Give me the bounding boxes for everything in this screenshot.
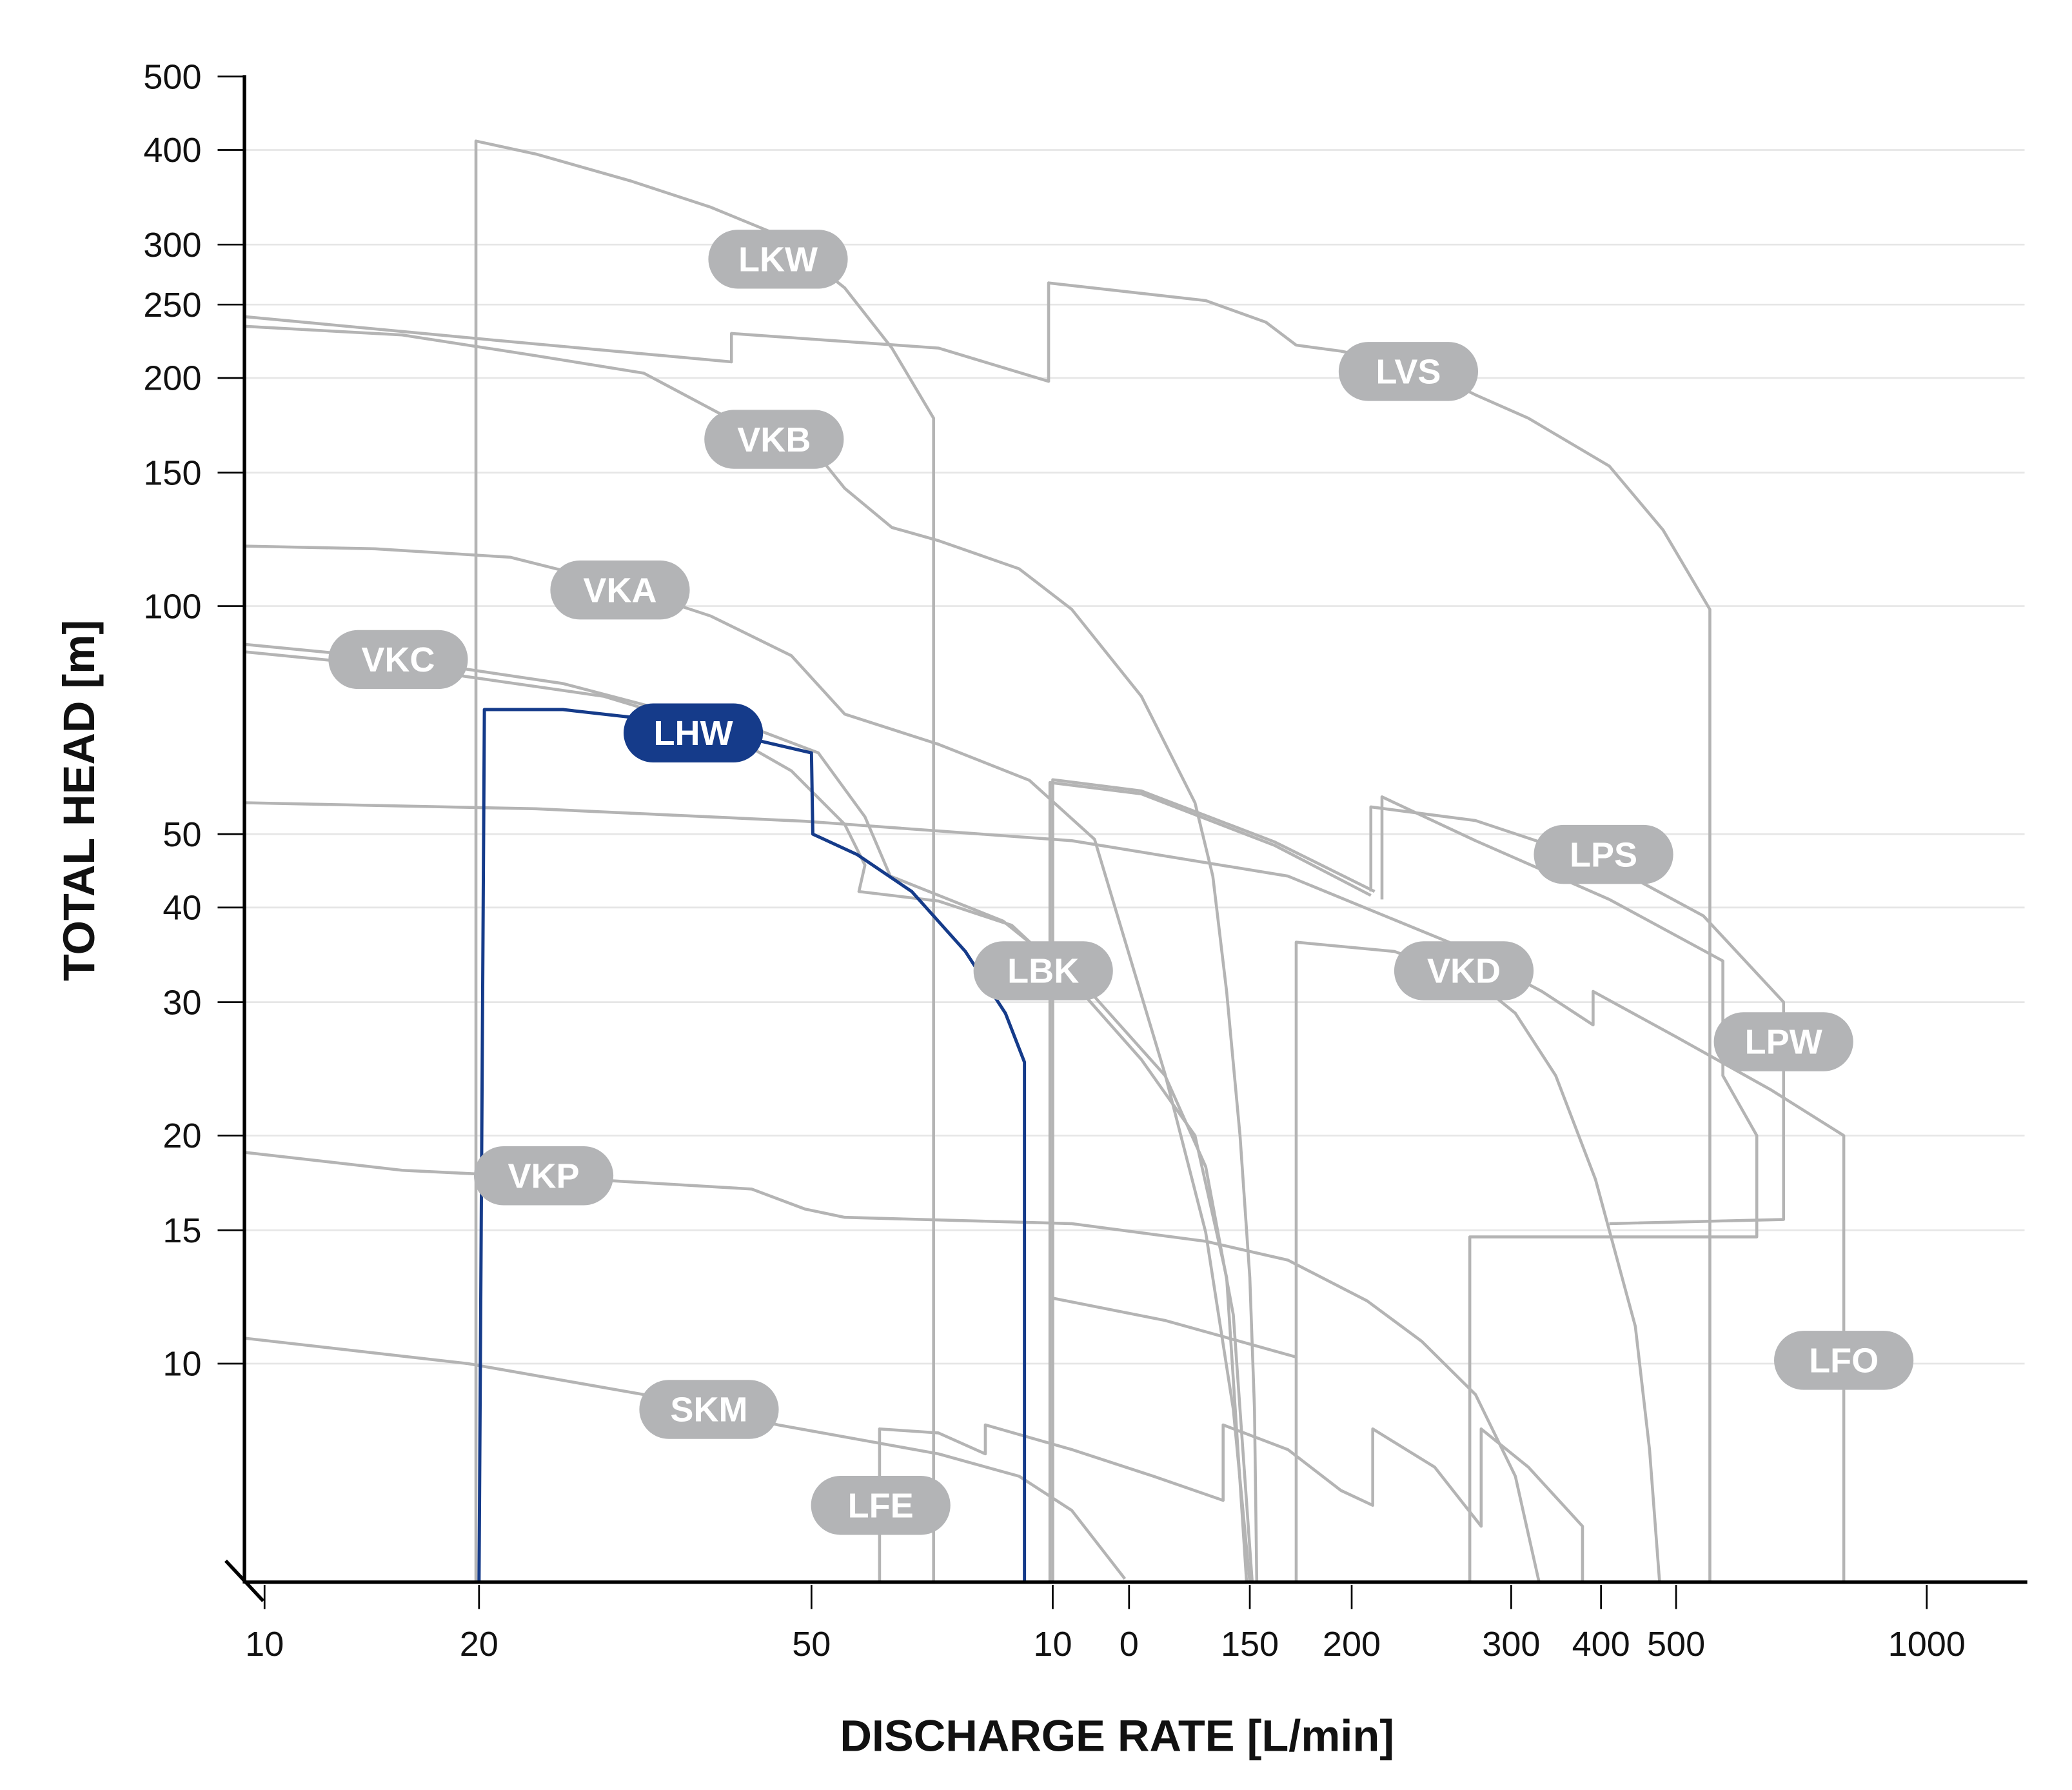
series-label-vkb: VKB (704, 410, 844, 469)
x-tick-label: 10 (1033, 1625, 1072, 1664)
label-pill (550, 560, 690, 620)
curve-lvs (245, 281, 1712, 1582)
y-ticks: 500 400 300 250 200 150 100 50 40 30 20 15 10 (143, 57, 245, 1384)
label-pill (473, 1146, 614, 1206)
x-tick-label: 300 (1482, 1625, 1540, 1664)
series-label-vka: VKA (550, 560, 690, 620)
label-text: SKM (670, 1391, 747, 1429)
gridlines (244, 149, 2025, 1365)
x-ticks: 10 20 50 10 0 150 200 300 400 500 1000 (245, 1584, 1966, 1664)
x-tick-label: 1000 (1888, 1625, 1966, 1664)
y-tick-label: 30 (163, 983, 201, 1022)
series-label-lvs: LVS (1338, 342, 1479, 401)
curve-lhw (477, 708, 1027, 1582)
label-text: LBK (1007, 952, 1079, 991)
series-label-lps: LPS (1534, 824, 1673, 884)
y-tick-label: 10 (163, 1345, 201, 1384)
x-tick-label: 0 (1120, 1625, 1139, 1664)
series-label-vkp: VKP (473, 1146, 614, 1206)
series-labels: LKW LVS VKB VKA VKC LHW LPS LBK VKD LPW VKP LFO SKM L… (328, 230, 1914, 1535)
label-pill (1338, 342, 1479, 401)
x-tick-label: 50 (792, 1625, 831, 1664)
label-text: VKC (361, 641, 435, 679)
y-tick-label: 500 (143, 57, 201, 96)
y-tick-label: 40 (163, 889, 201, 928)
curve-skm (245, 1337, 1127, 1580)
y-tick-label: 15 (163, 1211, 201, 1250)
x-axis-title: DISCHARGE RATE [L/min] (840, 1711, 1394, 1761)
label-pill (811, 1475, 951, 1535)
axis-break-mark (224, 1559, 265, 1602)
label-text: LHW (654, 714, 733, 753)
y-tick-label: 400 (143, 131, 201, 170)
label-text: VKA (583, 571, 656, 610)
curve-vka (245, 544, 1252, 1583)
series-label-lfo: LFO (1774, 1331, 1914, 1390)
x-tick-label: 20 (460, 1625, 498, 1664)
pump-curves (245, 139, 1846, 1583)
curve-lbk (1051, 778, 1376, 1582)
label-text: LFO (1809, 1342, 1879, 1380)
series-label-lhw: LHW (623, 703, 764, 762)
label-pill (1534, 824, 1673, 884)
label-pill (708, 230, 848, 289)
series-label-skm: SKM (639, 1380, 779, 1439)
label-pill (328, 630, 468, 690)
y-tick-label: 20 (163, 1117, 201, 1155)
curve-lfe (878, 1423, 1584, 1582)
y-tick-label: 250 (143, 286, 201, 324)
label-text: VKD (1427, 952, 1501, 991)
series-label-lfe: LFE (811, 1475, 951, 1535)
label-pill (623, 703, 764, 762)
label-text: LVS (1376, 353, 1441, 392)
curve-lfo (245, 801, 1846, 1582)
curve-vkp (245, 1151, 1541, 1583)
label-pill (1774, 1331, 1914, 1390)
y-tick-label: 50 (163, 815, 201, 854)
curve-lkw (474, 139, 935, 1582)
label-pill (973, 941, 1113, 1000)
x-tick-label: 400 (1572, 1625, 1630, 1664)
label-text: LPS (1570, 835, 1637, 874)
label-text: LPW (1745, 1023, 1822, 1062)
y-tick-label: 200 (143, 359, 201, 398)
x-tick-label: 500 (1647, 1625, 1705, 1664)
label-pill (1394, 941, 1534, 1000)
label-pill (704, 410, 844, 469)
label-pill (639, 1380, 779, 1439)
series-label-vkc: VKC (328, 630, 468, 690)
axes (224, 75, 2028, 1602)
x-tick-label: 10 (245, 1625, 284, 1664)
y-tick-label: 100 (143, 587, 201, 626)
label-text: VKB (737, 421, 811, 459)
series-label-lkw: LKW (708, 230, 848, 289)
series-label-lbk: LBK (973, 941, 1113, 1000)
curve-vkd (1052, 940, 1661, 1582)
curve-lbk (1048, 781, 1372, 1582)
curve-lps (1369, 805, 1786, 1226)
series-label-lpw: LPW (1713, 1012, 1853, 1071)
x-tick-label: 150 (1221, 1625, 1279, 1664)
x-tick-label: 200 (1323, 1625, 1381, 1664)
label-pill (1713, 1012, 1853, 1071)
curve-vkc (245, 650, 1248, 1582)
label-text: LFE (848, 1486, 914, 1525)
curve-lpw (1380, 795, 1759, 1582)
y-tick-label: 150 (143, 453, 201, 492)
y-axis-title: TOTAL HEAD [m] (54, 620, 104, 981)
label-text: LKW (738, 241, 818, 279)
y-tick-label: 300 (143, 226, 201, 264)
label-text: VKP (508, 1157, 579, 1195)
curve-vkb (245, 324, 1259, 1582)
series-label-vkd: VKD (1394, 941, 1534, 1000)
